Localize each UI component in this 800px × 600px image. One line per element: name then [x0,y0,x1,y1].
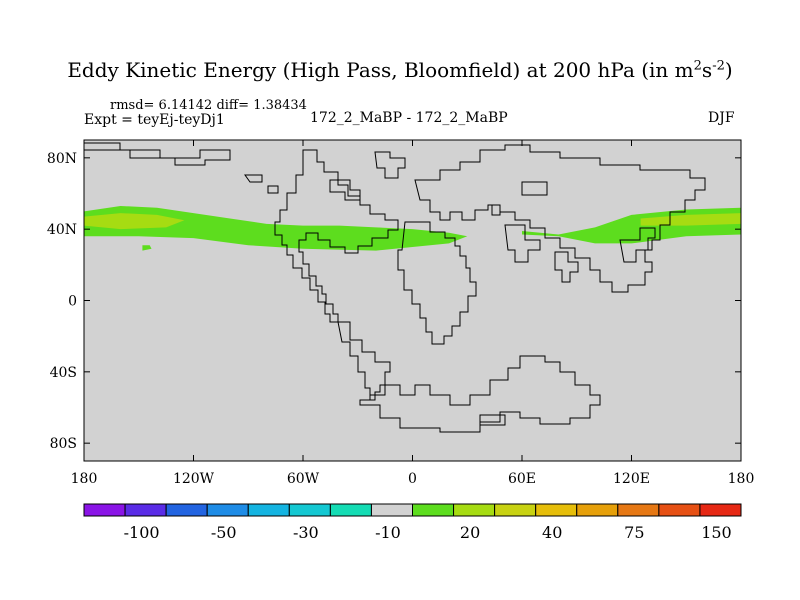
colorbar-label: -100 [124,523,160,542]
rmsd-label: rmsd= 6.14142 diff= 1.38434 [110,98,307,113]
coastline-east-asia [619,227,656,263]
colorbar-box-3 [206,503,249,517]
contour-band-2 [142,245,152,251]
coastline-arabia [504,224,541,263]
x-tick-label: 120E [613,471,650,487]
colorbar-box-4 [247,503,290,517]
title-sup-2: -2 [712,58,725,74]
coastline-antarctica [359,355,601,433]
x-tick-label: 180 [728,471,755,487]
contour-band-4 [640,213,741,226]
colorbar-box-9 [453,503,496,517]
season-label: DJF [708,110,735,126]
contour-band-3 [84,213,185,230]
coastline-arctic-island-2 [267,185,279,194]
y-tick-label: 40N [47,222,77,238]
contour-bands [84,205,741,251]
colorbar-box-12 [576,503,619,517]
title-main: Eddy Kinetic Energy (High Pass, Bloomfie… [67,58,694,82]
y-tick-label: 40S [50,365,77,381]
colorbar-label: 40 [542,523,562,542]
coastline-south-america [337,321,391,401]
coastline-north-america [274,149,399,323]
colorbar-box-5 [288,503,331,517]
y-axis-ticks: 80N 40N 0 40S 80S [47,151,741,452]
coastline-antarctic-shelf [479,414,506,426]
coastline-greenland [374,151,406,179]
colorbar-label: 150 [701,523,732,542]
coastlines [84,142,706,433]
colorbar-box-1 [124,503,167,517]
colorbar-box-15 [699,503,742,517]
colorbar-label: 75 [624,523,644,542]
colorbar-box-0 [83,503,126,517]
chart-title: Eddy Kinetic Energy (High Pass, Bloomfie… [0,58,800,82]
title-mid: s [701,58,713,82]
coastline-caspian [491,204,501,216]
coastline-alaska-north [84,142,231,166]
colorbar-box-8 [412,503,455,517]
y-tick-label: 80S [50,436,77,452]
x-tick-label: 60E [508,471,536,487]
colorbar-label: 20 [460,523,480,542]
x-axis-ticks: 180 120W 60W 0 60E 120E 180 [71,140,755,487]
colorbar-box-2 [165,503,208,517]
coastline-novaya-zemlya [521,181,548,196]
colorbar-label: -10 [375,523,401,542]
contour-band-0 [84,205,468,251]
x-tick-label: 60W [287,471,320,487]
colorbar-box-10 [494,503,537,517]
experiment-label: Expt = teyEj-teyDj1 [84,112,225,128]
coastline-india [554,251,579,283]
colorbar: -100 -50 -30 -10 20 40 75 150 [83,503,742,542]
coastline-arctic-island [244,174,263,183]
colorbar-label: -50 [211,523,237,542]
x-tick-label: 180 [71,471,98,487]
colorbar-box-7 [370,503,413,517]
colorbar-box-11 [535,503,578,517]
x-tick-label: 0 [408,471,417,487]
title-end: ) [724,58,733,82]
x-tick-label: 120W [173,471,215,487]
case-label: 172_2_MaBP - 172_2_MaBP [310,110,508,126]
colorbar-box-13 [617,503,660,517]
coastline-africa [397,221,477,345]
coastline-hudson [329,179,361,201]
colorbar-box-14 [658,503,701,517]
coastline-europe [414,144,706,293]
y-tick-label: 0 [68,294,77,310]
title-sup-1: 2 [693,58,702,74]
colorbar-box-6 [329,503,372,517]
colorbar-label: -30 [293,523,319,542]
y-tick-label: 80N [47,151,77,167]
